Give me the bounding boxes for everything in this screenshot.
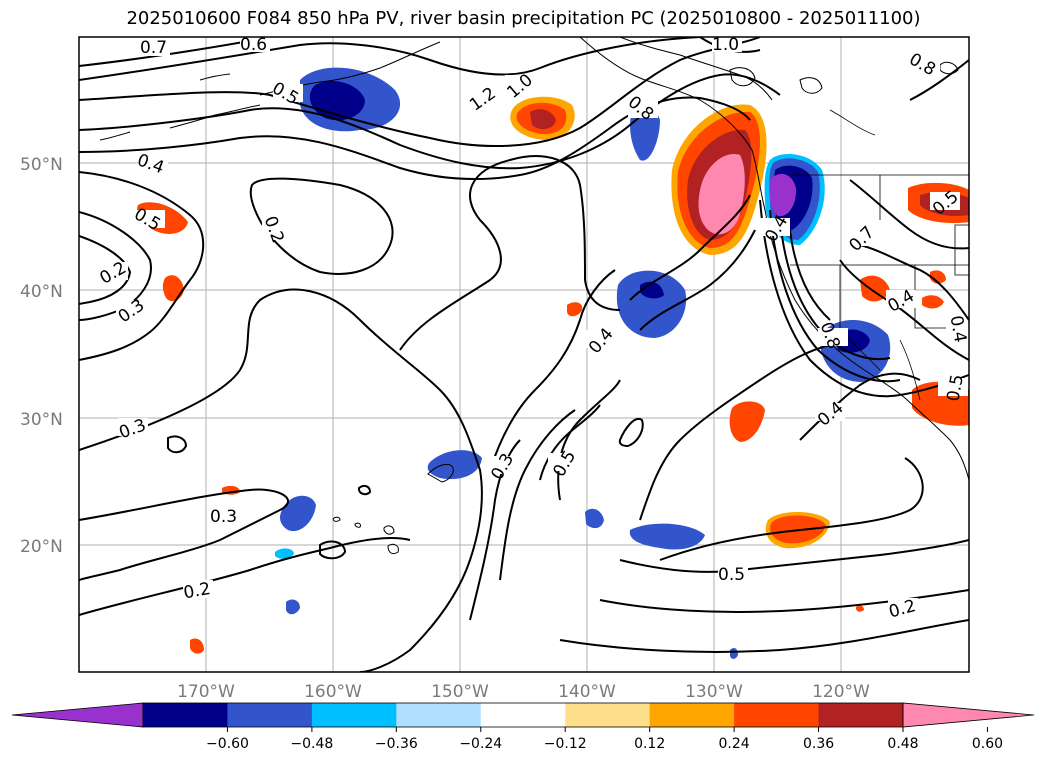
lat-label-20n: 20°N [20,537,63,557]
colorbar-tick-label: −0.36 [375,736,418,752]
lon-label-140w: 140°W [558,682,616,702]
lat-label-30n: 30°N [20,410,63,430]
colorbar-segment [143,703,228,727]
contour-label: 0.2 [887,596,918,622]
map-panel: 0.7 0.6 1.0 1.2 1.0 0.8 0.8 0.5 0.4 0.2 … [79,35,970,672]
lon-label-170w: 170°W [177,682,235,702]
colorbar-tick-label: −0.24 [459,736,502,752]
colorbar-extend-max [902,702,1035,728]
contour-label: 0.5 [938,373,968,403]
svg-text:0.5: 0.5 [944,373,968,403]
lon-label-130w: 130°W [685,682,743,702]
coastlines [99,37,969,555]
map-frame [78,36,970,673]
longitude-labels: 170°W 160°W 150°W 140°W 130°W 120°W [177,682,870,702]
svg-text:0.4: 0.4 [946,314,970,344]
colorbar: −0.60 −0.48 −0.36 −0.24 −0.12 0.12 0.24 0.36 0.4… [11,702,1035,752]
svg-text:0.3: 0.3 [210,507,237,527]
colorbar-tick-label: 0.12 [634,736,665,752]
colorbar-tick-label: 0.24 [719,736,750,752]
colorbar-segment [734,703,820,727]
colorbar-segment [396,703,482,727]
lon-label-160w: 160°W [304,682,362,702]
colorbar-segment [565,703,651,727]
colorbar-segment [818,703,904,727]
colorbar-tick-label: 0.48 [887,736,918,752]
svg-text:0.6: 0.6 [240,35,267,55]
colorbar-tick-label: −0.48 [290,736,333,752]
colorbar-extend-min [11,702,144,728]
contour-label: 0.4 [134,150,168,178]
contour-label: 0.5 [718,564,748,585]
contour-label: 0.3 [210,506,240,527]
colorbar-segment [311,703,397,727]
colorbar-tick-label: 0.60 [972,736,1003,752]
contour-label: 0.4 [946,314,970,344]
contour-label: 0.7 [140,38,170,58]
svg-text:0.5: 0.5 [718,565,745,585]
lon-label-120w: 120°W [812,682,870,702]
colorbar-segment [227,703,313,727]
colorbar-segment [649,703,735,727]
svg-text:1.0: 1.0 [712,35,739,55]
negative-anomaly-midpacific [616,270,687,338]
lon-label-150w: 150°W [431,682,489,702]
colorbar-segment [480,703,566,727]
contour-label: 1.0 [712,35,742,55]
contour-label: 0.6 [240,35,270,55]
contour-label: 0.2 [182,579,213,603]
map-title: 2025010600 F084 850 hPa PV, river basin … [126,8,921,29]
colorbar-frame [142,702,904,728]
pv-contours [79,37,969,672]
colorbar-tick-label: −0.12 [544,736,587,752]
colorbar-tick-label: 0.36 [803,736,834,752]
colorbar-tick-label: −0.60 [206,736,249,752]
svg-text:0.7: 0.7 [140,38,167,58]
svg-text:0.2: 0.2 [182,579,212,603]
latitude-labels: 50°N 40°N 30°N 20°N [20,155,63,557]
lat-label-50n: 50°N [20,155,63,175]
contour-label: 1.2 [466,84,500,116]
lat-label-40n: 40°N [20,282,63,302]
